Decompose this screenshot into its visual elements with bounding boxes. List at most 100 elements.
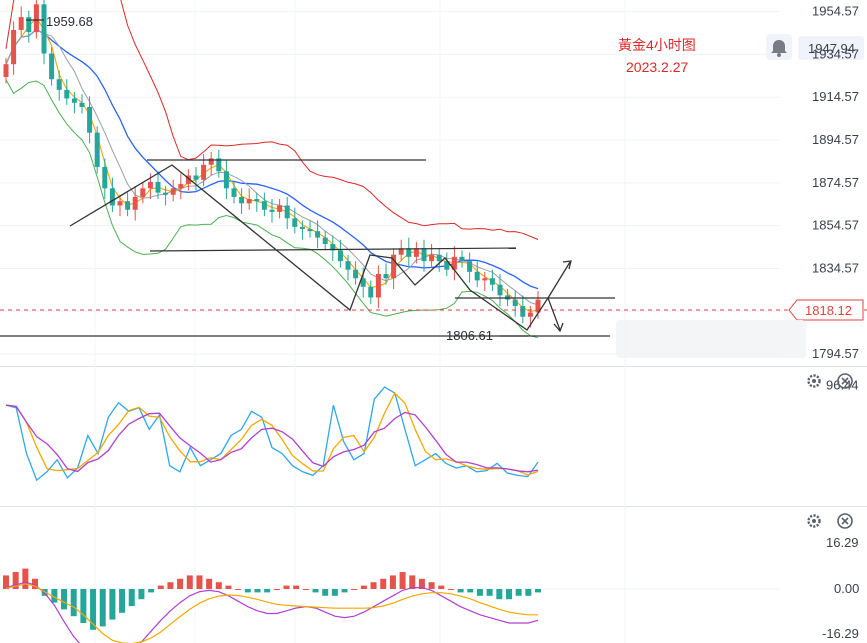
candle[interactable] (193, 166, 199, 191)
candle[interactable] (11, 21, 17, 75)
candle[interactable] (322, 231, 328, 251)
candle[interactable] (277, 199, 283, 219)
candle[interactable] (64, 79, 70, 105)
candle[interactable] (383, 263, 389, 285)
candle[interactable] (18, 6, 24, 37)
candle[interactable] (375, 265, 381, 309)
candle[interactable] (398, 239, 404, 262)
macd-bar (99, 589, 106, 627)
candle[interactable] (482, 271, 488, 292)
candlestick-series[interactable] (3, 0, 541, 328)
candle[interactable] (292, 207, 298, 234)
candle[interactable] (3, 57, 9, 84)
candle[interactable] (87, 96, 93, 144)
oscillator-k-path (5, 386, 539, 482)
candle[interactable] (94, 126, 100, 174)
candle[interactable] (337, 239, 343, 268)
candle[interactable] (489, 269, 495, 292)
candle[interactable] (109, 177, 115, 212)
candle-body (208, 158, 214, 165)
macd-bar (177, 578, 184, 589)
candle[interactable] (155, 171, 161, 200)
macd-settings-button[interactable] (807, 514, 821, 528)
oscillator-k-line (5, 386, 539, 482)
macd-bar (312, 589, 319, 593)
macd-close-button[interactable] (837, 513, 853, 529)
candle[interactable] (345, 254, 351, 281)
macd-bar (283, 585, 290, 589)
candle[interactable] (231, 181, 237, 204)
candle[interactable] (284, 196, 290, 230)
candle-body (109, 188, 115, 206)
candle[interactable] (330, 235, 336, 262)
candle[interactable] (41, 0, 47, 65)
candle[interactable] (33, 0, 39, 39)
candle[interactable] (223, 160, 229, 200)
candle[interactable] (71, 92, 77, 114)
candle[interactable] (307, 220, 313, 238)
candle[interactable] (520, 295, 526, 324)
candle[interactable] (246, 188, 252, 210)
candle[interactable] (239, 188, 245, 215)
candle[interactable] (26, 10, 32, 43)
candle[interactable] (170, 179, 176, 202)
candle[interactable] (421, 239, 427, 272)
candle[interactable] (140, 181, 146, 204)
candle[interactable] (467, 252, 473, 283)
alert-button[interactable] (766, 34, 792, 60)
candle[interactable] (353, 261, 359, 285)
candle-body (421, 248, 427, 262)
candle[interactable] (254, 192, 260, 212)
macd-bar (273, 589, 280, 590)
candle-body (535, 299, 541, 313)
candle[interactable] (391, 248, 397, 289)
candle[interactable] (79, 94, 85, 114)
candle[interactable] (413, 241, 419, 264)
candle-body (185, 175, 191, 185)
candle[interactable] (512, 291, 518, 317)
candle[interactable] (132, 186, 138, 221)
candle[interactable] (56, 70, 62, 101)
macd-bar (438, 585, 445, 589)
candle[interactable] (429, 244, 435, 268)
candle[interactable] (368, 280, 374, 304)
candle[interactable] (208, 151, 214, 176)
candle[interactable] (436, 248, 442, 272)
candle[interactable] (201, 154, 207, 187)
candle[interactable] (444, 252, 450, 277)
y-tick-label: 1934.57 (812, 46, 859, 61)
candle[interactable] (474, 261, 480, 287)
candle-body (201, 164, 207, 180)
candle[interactable] (269, 199, 275, 223)
candle-body (71, 98, 77, 103)
candle-body (512, 299, 518, 307)
candle[interactable] (117, 194, 123, 217)
macd-bar (206, 578, 213, 589)
candle[interactable] (315, 220, 321, 249)
candle[interactable] (299, 220, 305, 240)
candle[interactable] (261, 192, 267, 217)
current-price-label: 1947.94 (808, 41, 855, 56)
candle[interactable] (406, 237, 412, 268)
oscillator-close-button[interactable] (837, 373, 853, 389)
macd-bar (399, 572, 406, 589)
candle[interactable] (178, 173, 184, 200)
oscillator-settings-button[interactable] (807, 374, 821, 388)
candle-body (155, 181, 161, 193)
candle-body (254, 199, 260, 202)
candle[interactable] (49, 47, 55, 86)
candle-body (79, 102, 85, 108)
candle[interactable] (163, 186, 169, 206)
candle[interactable] (459, 250, 465, 268)
candle[interactable] (451, 246, 457, 281)
candle-body (216, 158, 222, 172)
candle[interactable] (125, 192, 131, 217)
candle[interactable] (497, 273, 503, 307)
macd-bar (322, 589, 329, 596)
candle[interactable] (216, 149, 222, 178)
candle[interactable] (185, 169, 191, 191)
y-tick-label: 1854.57 (812, 218, 859, 233)
candle[interactable] (102, 158, 108, 200)
lower-band-line (5, 79, 539, 339)
